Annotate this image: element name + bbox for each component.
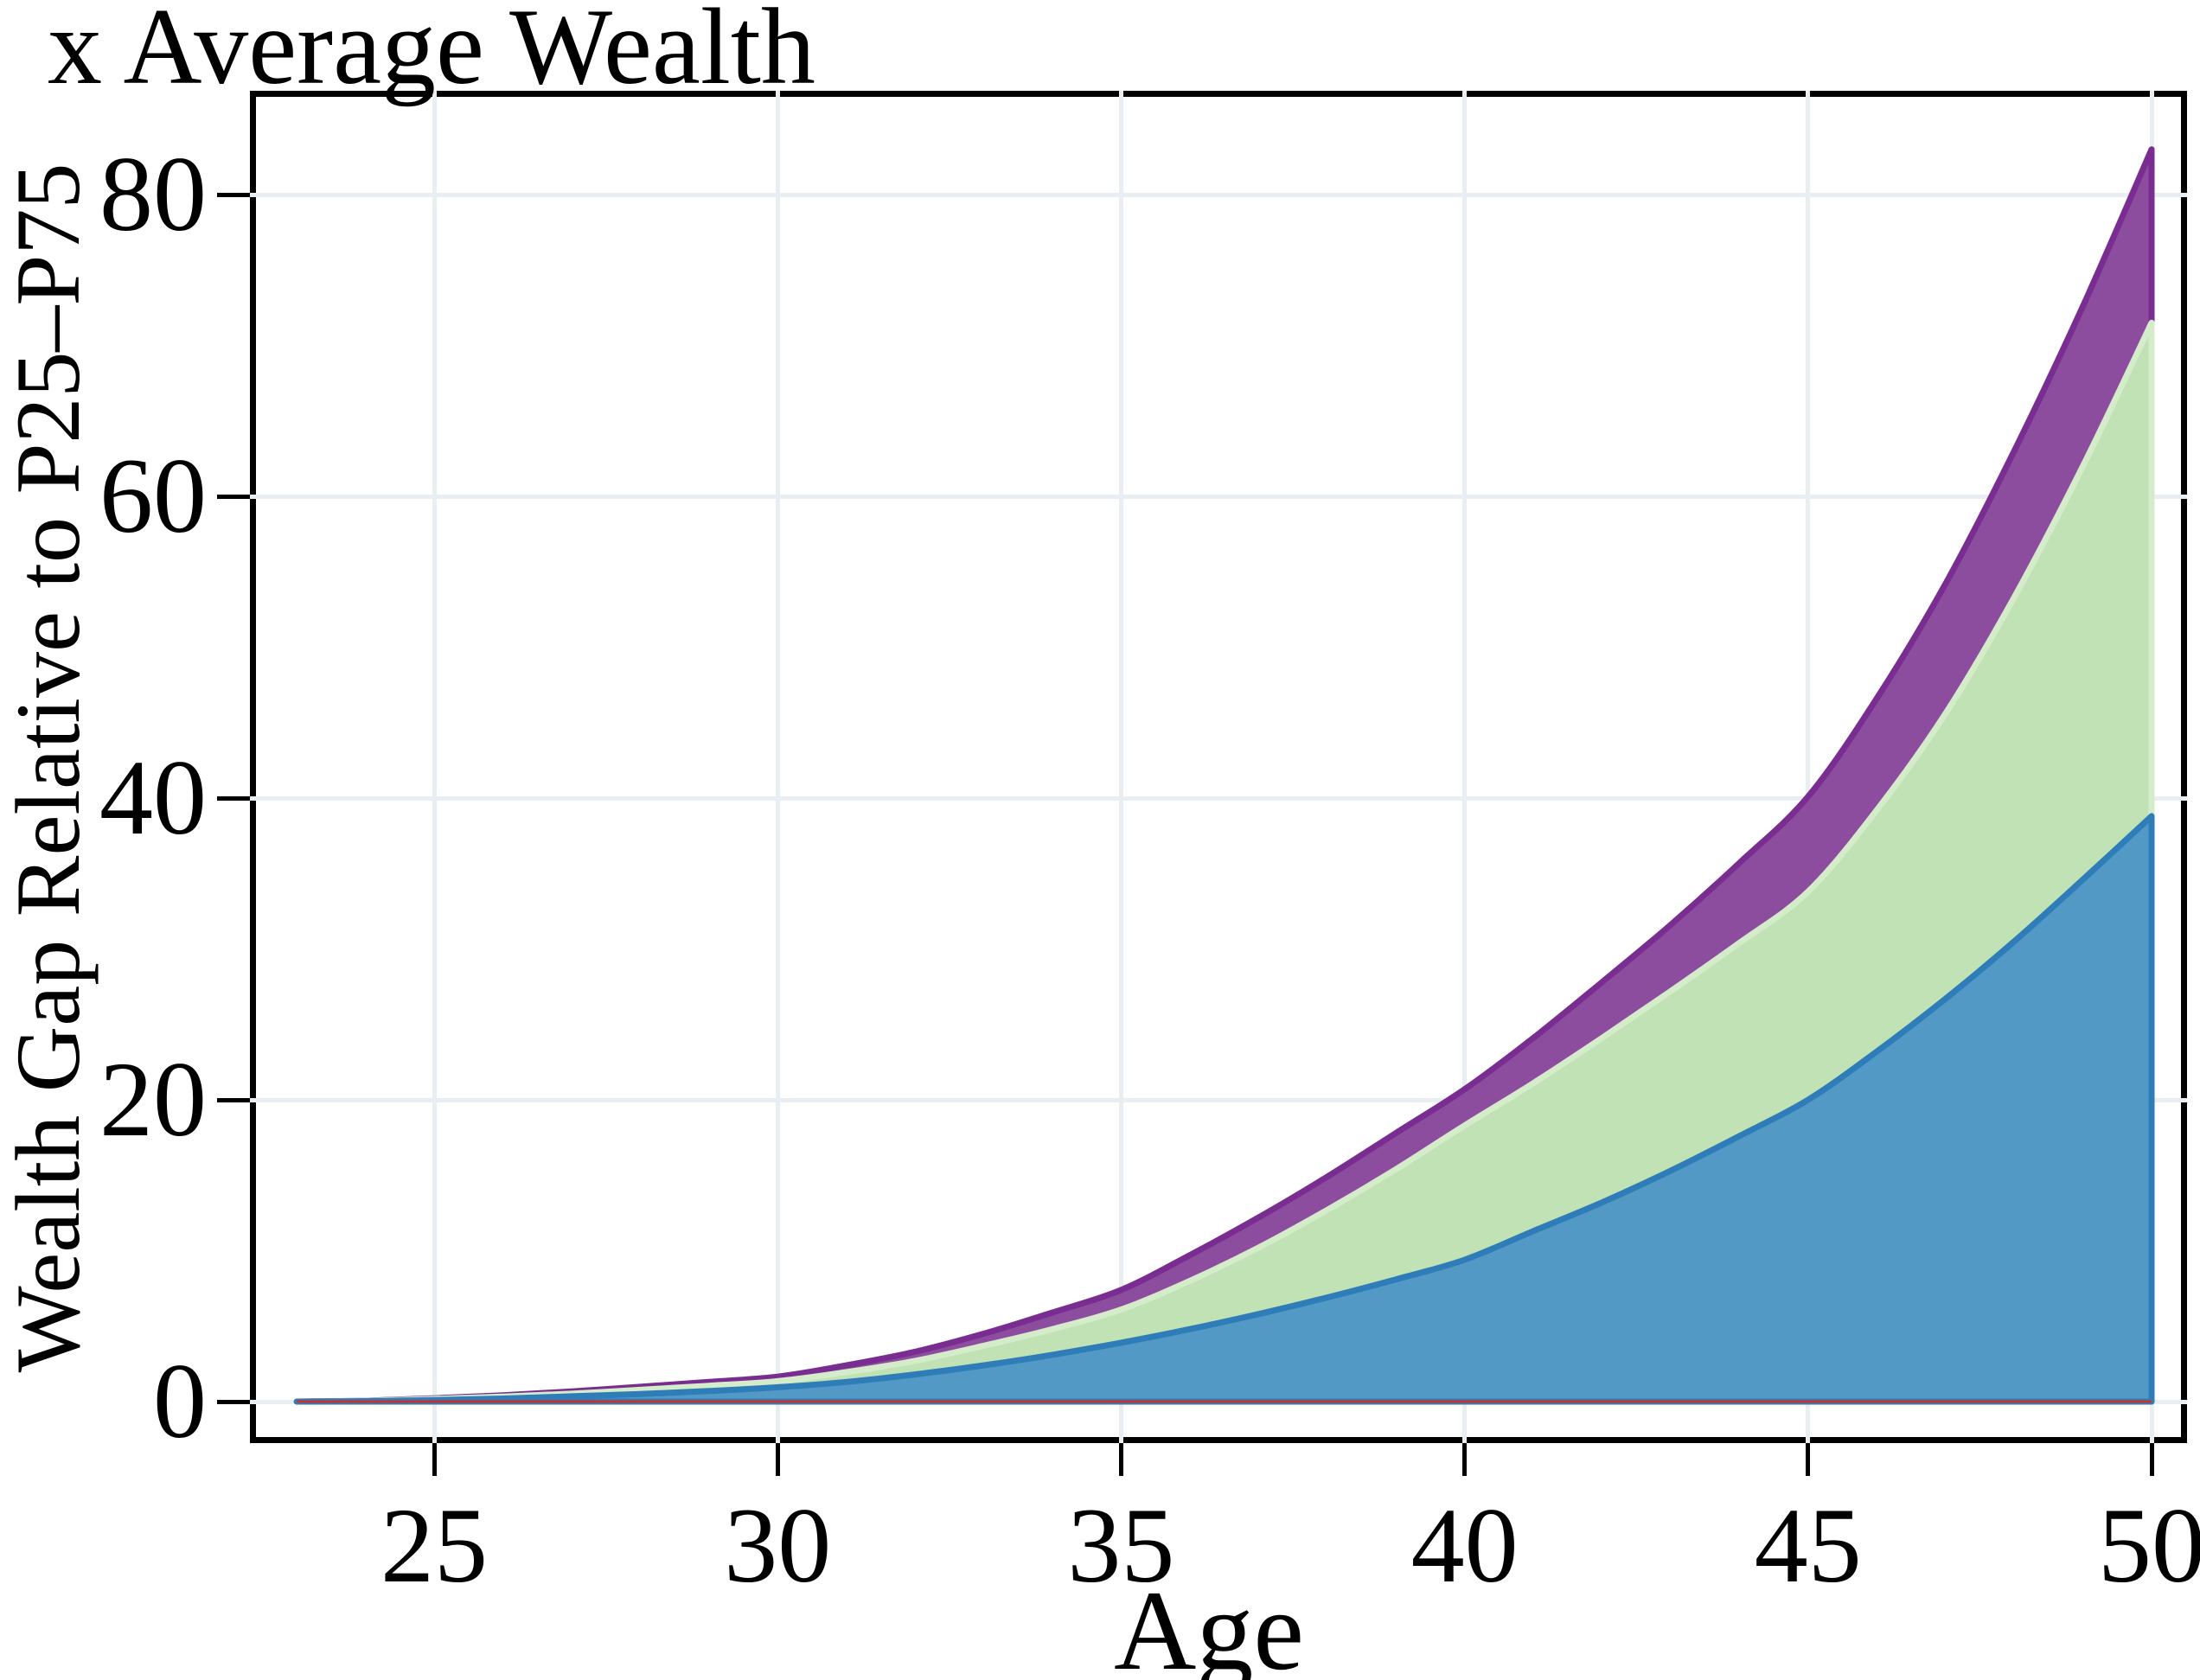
x-tick-label: 50 [2098, 1486, 2200, 1605]
plot-area [293, 146, 2155, 1405]
y-tick-label: 80 [99, 135, 207, 253]
x-gridline [1462, 91, 1468, 1443]
y-tick-label: 20 [99, 1040, 207, 1159]
y-tick-label: 40 [99, 738, 207, 857]
chart-title: x Average Wealth [48, 0, 815, 107]
y-tick-label: 60 [99, 437, 207, 555]
x-gridline [775, 91, 780, 1443]
y-tick-mark [217, 1097, 250, 1102]
blue-bottom-band [293, 813, 2155, 1405]
x-tick-label: 35 [1067, 1486, 1175, 1605]
y-tick-mark [217, 494, 250, 499]
x-gridline [1118, 91, 1123, 1443]
x-tick-mark [1462, 1443, 1468, 1476]
y-tick-mark [217, 795, 250, 801]
y-gridline [250, 192, 2187, 197]
x-tick-label: 40 [1410, 1486, 1519, 1605]
y-gridline [250, 494, 2187, 499]
plot-frame [250, 91, 2187, 1443]
x-tick-mark [432, 1443, 437, 1476]
x-tick-label: 45 [1754, 1486, 1862, 1605]
y-tick-label: 0 [153, 1342, 207, 1460]
y-tick-mark [217, 192, 250, 197]
y-tick-mark [217, 1399, 250, 1404]
x-tick-label: 25 [381, 1486, 488, 1605]
x-tick-mark [1118, 1443, 1123, 1476]
green-middle-band [293, 319, 2155, 1405]
x-tick-label: 30 [724, 1486, 832, 1605]
y-gridline [250, 1097, 2187, 1102]
x-gridline [1806, 91, 1811, 1443]
x-axis-label: Age [1114, 1567, 1304, 1680]
x-gridline [432, 91, 437, 1443]
y-axis-label: Wealth Gap Relative to P25–P75 [0, 163, 99, 1373]
y-gridline [250, 795, 2187, 801]
x-tick-mark [1806, 1443, 1811, 1476]
x-tick-mark [775, 1443, 780, 1476]
x-tick-mark [2149, 1443, 2154, 1476]
